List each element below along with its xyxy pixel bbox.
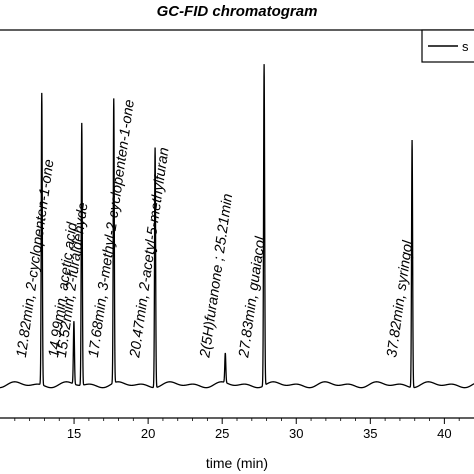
x-tick-label: 20 bbox=[141, 426, 155, 441]
legend-entry: s bbox=[462, 39, 469, 54]
legend: s bbox=[421, 29, 474, 63]
x-tick-label: 35 bbox=[363, 426, 377, 441]
x-tick-label: 15 bbox=[67, 426, 81, 441]
x-axis-label: time (min) bbox=[206, 455, 268, 471]
x-axis-ticks bbox=[14, 418, 460, 424]
x-axis-tick-labels: 15 20 25 30 35 40 bbox=[67, 426, 452, 441]
peak-label: 20.47min, 2-acetyl-5-methylfuran bbox=[127, 146, 172, 359]
peak-label: 27.83min, guaiacol bbox=[236, 235, 269, 360]
chart-title: GC-FID chromatogram bbox=[157, 3, 318, 20]
x-tick-label: 40 bbox=[437, 426, 451, 441]
series-line bbox=[0, 64, 474, 389]
x-tick-label: 25 bbox=[215, 426, 229, 441]
x-tick-label: 30 bbox=[289, 426, 303, 441]
peak-label: 17.68min, 3-methyl-2-cyclopenten-1-one bbox=[86, 99, 138, 359]
peak-label: 2(5H)furanone ; 25.21min bbox=[197, 193, 236, 360]
